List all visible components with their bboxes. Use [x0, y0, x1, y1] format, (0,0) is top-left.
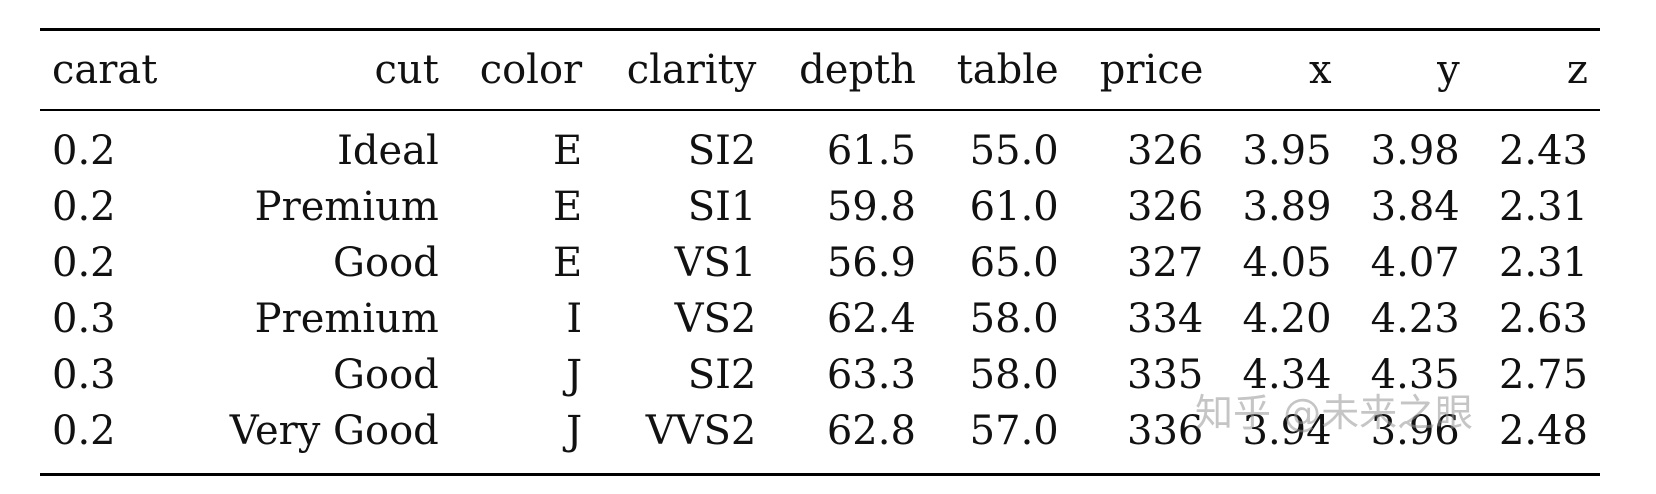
cell-cut: Good [333, 352, 439, 398]
column-header-carat: carat [52, 47, 158, 93]
cell-clarity: SI1 [687, 184, 757, 230]
table-row: 0.3 Premium I VS2 62.4 58.0 334 4.20 4.23 2.63 [40, 291, 1600, 347]
cell-table: 55.0 [969, 128, 1059, 174]
cell-cut: Premium [254, 296, 439, 342]
cell-cut: Very Good [229, 408, 439, 454]
table-row: 0.2 Very Good J VVS2 62.8 57.0 336 3.94 3.96 2.48 [40, 403, 1600, 475]
cell-z: 2.43 [1498, 128, 1588, 174]
header-row: carat cut color clarity depth table pric… [40, 29, 1600, 110]
cell-x: 3.94 [1242, 408, 1332, 454]
table-row: 0.2 Good E VS1 56.9 65.0 327 4.05 4.07 2.31 [40, 235, 1600, 291]
cell-price: 327 [1127, 240, 1204, 286]
cell-color: E [552, 128, 583, 174]
cell-cut: Ideal [337, 128, 439, 174]
cell-color: E [552, 184, 583, 230]
cell-x: 3.95 [1242, 128, 1332, 174]
cell-carat: 0.2 [52, 184, 116, 230]
cell-depth: 62.8 [826, 408, 916, 454]
table-header: carat cut color clarity depth table pric… [40, 29, 1600, 110]
cell-price: 335 [1127, 352, 1204, 398]
column-header-y: y [1437, 47, 1460, 93]
cell-depth: 56.9 [826, 240, 916, 286]
cell-clarity: VS1 [674, 240, 757, 286]
cell-color: J [566, 408, 583, 454]
cell-z: 2.75 [1498, 352, 1588, 398]
column-header-price: price [1099, 47, 1204, 93]
cell-x: 4.05 [1242, 240, 1332, 286]
cell-depth: 59.8 [826, 184, 916, 230]
cell-table: 58.0 [969, 296, 1059, 342]
cell-y: 4.07 [1370, 240, 1460, 286]
cell-y: 4.35 [1370, 352, 1460, 398]
cell-depth: 62.4 [826, 296, 916, 342]
cell-table: 65.0 [969, 240, 1059, 286]
table-row: 0.2 Ideal E SI2 61.5 55.0 326 3.95 3.98 2.43 [40, 110, 1600, 179]
cell-clarity: SI2 [687, 128, 757, 174]
cell-carat: 0.3 [52, 296, 116, 342]
cell-z: 2.31 [1498, 184, 1588, 230]
cell-color: E [552, 240, 583, 286]
cell-cut: Premium [254, 184, 439, 230]
cell-y: 3.84 [1370, 184, 1460, 230]
cell-table: 61.0 [969, 184, 1059, 230]
table-row: 0.2 Premium E SI1 59.8 61.0 326 3.89 3.84 2.31 [40, 179, 1600, 235]
column-header-z: z [1566, 47, 1588, 93]
cell-carat: 0.2 [52, 408, 116, 454]
cell-depth: 61.5 [826, 128, 916, 174]
column-header-table: table [956, 47, 1059, 93]
cell-clarity: VS2 [674, 296, 757, 342]
cell-y: 4.23 [1370, 296, 1460, 342]
cell-x: 3.89 [1242, 184, 1332, 230]
cell-price: 334 [1127, 296, 1204, 342]
cell-clarity: VVS2 [645, 408, 757, 454]
cell-price: 336 [1127, 408, 1204, 454]
table-body: 0.2 Ideal E SI2 61.5 55.0 326 3.95 3.98 2.43 0.2 Pr… [40, 110, 1600, 475]
cell-y: 3.96 [1370, 408, 1460, 454]
cell-color: I [566, 296, 583, 342]
cell-depth: 63.3 [826, 352, 916, 398]
column-header-cut: cut [374, 47, 439, 93]
cell-table: 57.0 [969, 408, 1059, 454]
data-table: carat cut color clarity depth table pric… [40, 28, 1600, 476]
cell-x: 4.20 [1242, 296, 1332, 342]
cell-carat: 0.2 [52, 128, 116, 174]
cell-y: 3.98 [1370, 128, 1460, 174]
cell-z: 2.31 [1498, 240, 1588, 286]
column-header-x: x [1309, 47, 1332, 93]
cell-carat: 0.3 [52, 352, 116, 398]
cell-carat: 0.2 [52, 240, 116, 286]
column-header-clarity: clarity [626, 47, 757, 93]
cell-z: 2.63 [1498, 296, 1588, 342]
cell-price: 326 [1127, 184, 1204, 230]
cell-cut: Good [333, 240, 439, 286]
cell-price: 326 [1127, 128, 1204, 174]
cell-table: 58.0 [969, 352, 1059, 398]
column-header-depth: depth [799, 47, 916, 93]
cell-color: J [566, 352, 583, 398]
table-row: 0.3 Good J SI2 63.3 58.0 335 4.34 4.35 2.75 [40, 347, 1600, 403]
cell-z: 2.48 [1498, 408, 1588, 454]
cell-x: 4.34 [1242, 352, 1332, 398]
column-header-color: color [479, 47, 583, 93]
cell-clarity: SI2 [687, 352, 757, 398]
